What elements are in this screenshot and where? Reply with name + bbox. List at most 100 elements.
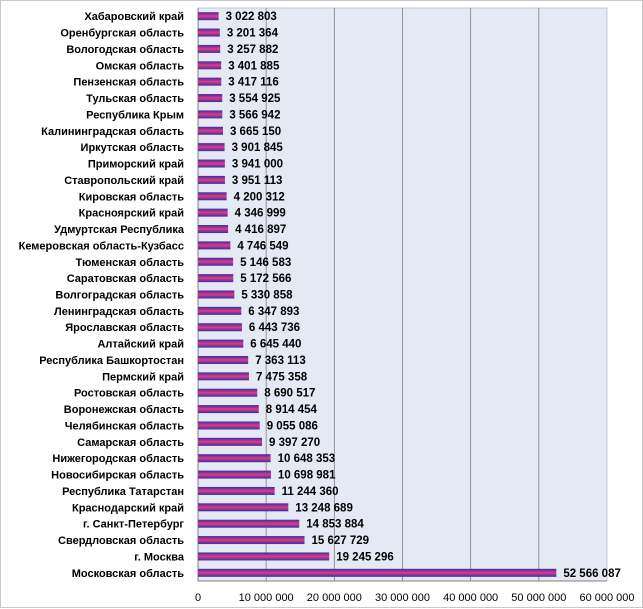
value-label: 6 645 440 xyxy=(250,339,301,351)
category-label: Нижегородская область xyxy=(52,453,184,465)
bar xyxy=(198,454,271,463)
bar xyxy=(198,503,289,512)
category-label: Ленинградская область xyxy=(54,306,184,318)
bar xyxy=(198,290,235,299)
bar xyxy=(198,44,221,53)
value-label: 10 698 981 xyxy=(278,470,336,482)
bars xyxy=(198,12,557,577)
bar xyxy=(198,208,228,217)
value-label: 9 055 086 xyxy=(267,420,318,432)
bar xyxy=(198,257,234,266)
value-label: 3 201 364 xyxy=(227,28,279,40)
value-label: 6 347 893 xyxy=(248,306,299,318)
category-label: Красноярский край xyxy=(79,208,184,220)
category-label: Краснодарский край xyxy=(72,502,184,514)
bar xyxy=(198,421,260,430)
value-label: 3 401 885 xyxy=(228,60,280,72)
category-label: Омская область xyxy=(96,60,185,72)
bar xyxy=(198,241,231,250)
value-label: 5 146 583 xyxy=(240,257,291,269)
value-label: 9 397 270 xyxy=(269,437,320,449)
grid-lines xyxy=(197,8,607,582)
category-label: Кировская область xyxy=(79,191,184,203)
category-label: Иркутская область xyxy=(81,142,185,154)
value-label: 3 022 803 xyxy=(226,11,277,23)
bar xyxy=(198,323,242,332)
value-label: 15 627 729 xyxy=(312,535,370,547)
category-label: г. Москва xyxy=(134,551,185,563)
bar xyxy=(198,470,271,479)
x-axis-tick-labels: 0 10 000 000 20 000 000 30 000 000 40 000 00… xyxy=(195,592,635,604)
value-labels: 3 022 803 3 201 364 3 257 882 3 401 885 3 41… xyxy=(226,11,621,580)
category-label: Новосибирская область xyxy=(51,470,184,482)
bar xyxy=(198,437,263,446)
bar xyxy=(198,12,219,21)
category-label: Республика Крым xyxy=(86,109,184,121)
value-label: 3 554 925 xyxy=(229,93,281,105)
category-label: Свердловская область xyxy=(58,535,184,547)
value-label: 14 853 884 xyxy=(306,519,364,531)
x-tick-label: 20 000 000 xyxy=(307,592,362,604)
bar xyxy=(198,339,244,348)
category-labels: Хабаровский край Оренбургская область Воло… xyxy=(19,11,185,580)
category-label: Удмуртская Республика xyxy=(54,224,185,236)
value-label: 8 690 517 xyxy=(264,388,315,400)
x-tick-label: 30 000 000 xyxy=(375,592,430,604)
value-label: 3 417 116 xyxy=(228,77,279,89)
value-label: 52 566 087 xyxy=(563,568,621,580)
category-label: Оренбургская область xyxy=(60,28,184,40)
category-label: г. Санкт-Петербург xyxy=(83,519,184,531)
bar xyxy=(198,94,223,103)
category-label: Тюменская область xyxy=(75,257,184,269)
bar xyxy=(198,159,225,168)
bar xyxy=(198,536,305,545)
category-label: Республика Татарстан xyxy=(62,486,184,498)
bar xyxy=(198,388,258,397)
category-label: Челябинская область xyxy=(65,420,185,432)
value-label: 3 901 845 xyxy=(232,142,284,154)
category-label: Вологодская область xyxy=(66,44,184,56)
value-label: 7 475 358 xyxy=(256,371,308,383)
category-label: Калининградская область xyxy=(41,126,184,138)
category-label: Пермский край xyxy=(102,371,184,383)
bar xyxy=(198,28,220,37)
bar xyxy=(198,110,223,119)
category-label: Волгоградская область xyxy=(55,290,184,302)
x-tick-label: 50 000 000 xyxy=(511,592,566,604)
value-label: 5 172 566 xyxy=(240,273,291,285)
value-label: 5 330 858 xyxy=(241,290,293,302)
bar xyxy=(198,405,259,414)
bar xyxy=(198,519,300,528)
category-label: Республика Башкортостан xyxy=(39,355,184,367)
value-label: 8 914 454 xyxy=(266,404,318,416)
value-label: 3 951 113 xyxy=(232,175,283,187)
value-label: 13 248 689 xyxy=(295,502,353,514)
category-label: Приморский край xyxy=(88,159,184,171)
bar xyxy=(198,143,225,152)
value-label: 4 346 999 xyxy=(235,208,286,220)
bar xyxy=(198,306,242,315)
bar xyxy=(198,274,234,283)
category-label: Ростовская область xyxy=(74,388,184,400)
bar xyxy=(198,61,222,70)
value-label: 3 257 882 xyxy=(227,44,278,56)
x-tick-label: 0 xyxy=(195,592,201,604)
bar xyxy=(198,225,229,234)
value-label: 19 245 296 xyxy=(336,551,394,563)
bar xyxy=(198,355,249,364)
bar xyxy=(198,77,222,86)
bar xyxy=(198,192,227,201)
category-label: Ставропольский край xyxy=(64,175,184,187)
category-label: Алтайский край xyxy=(97,339,184,351)
value-label: 10 648 353 xyxy=(278,453,336,465)
value-label: 4 416 897 xyxy=(235,224,286,236)
bar xyxy=(198,552,330,561)
value-label: 3 566 942 xyxy=(229,109,280,121)
category-label: Ярославская область xyxy=(65,322,184,334)
category-label: Тульская область xyxy=(86,93,184,105)
value-label: 7 363 113 xyxy=(255,355,306,367)
value-label: 3 941 000 xyxy=(232,159,283,171)
category-label: Хабаровский край xyxy=(84,11,184,23)
